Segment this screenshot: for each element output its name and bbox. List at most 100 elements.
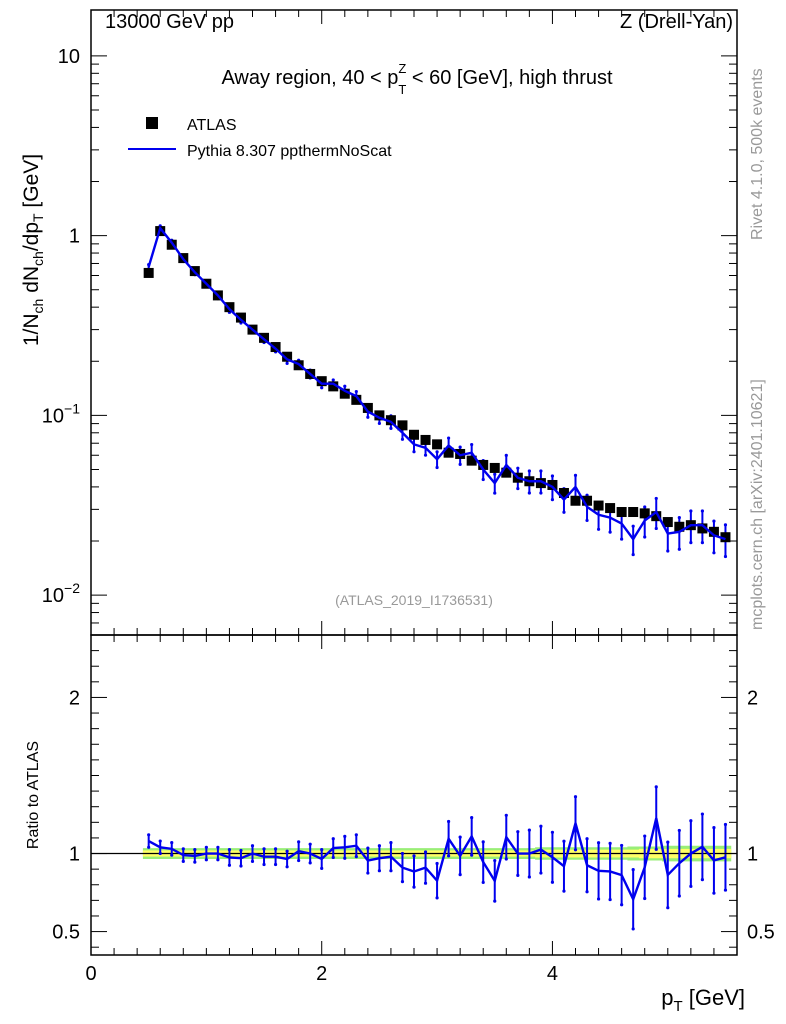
ratio-error-cap [527,828,531,832]
ratio-error-cap [608,897,612,902]
data-point [282,351,293,362]
ratio-error-cap [285,865,289,869]
mc-error-cap [435,450,439,454]
ratio-error-cap [689,884,693,888]
ratio-error-cap [596,897,601,901]
ratio-error-cap [550,880,555,884]
mc-error-cap [654,526,658,531]
mc-error-cap [550,474,555,478]
data-point [420,434,431,445]
data-point [535,478,546,489]
ratio-error-cap [585,837,589,841]
ratio-error-cap [700,812,704,816]
data-point [570,495,581,506]
ratio-error-cap [700,878,704,882]
ratio-frame [90,634,738,956]
ratio-error-cap [262,847,266,851]
ratio-error-cap [158,839,162,843]
ratio-error-cap [193,860,197,864]
mc-error-cap [458,445,462,449]
mc-error-cap [562,510,566,514]
x-axis-label: pT [GeV] [661,985,745,1015]
ratio-error-cap [689,819,693,823]
ratio-error-cap [585,890,589,894]
ratio-error-cap [227,848,232,852]
analysis-watermark: (ATLAS_2019_I1736531) [335,592,493,608]
ratio-error-cap [573,848,578,852]
y-tick-label: 10−1 [42,400,80,427]
mc-error-cap [654,496,658,501]
ratio-error-cap [620,843,624,848]
x-tick-label: 2 [316,963,327,985]
ratio-error-cap [412,854,416,858]
ratio-error-cap [423,881,428,885]
mc-error-cap [527,491,531,495]
ratio-y-tick-label-left: 0.5 [52,922,80,944]
ratio-error-cap [297,840,301,844]
data-point [582,495,593,506]
ratio-error-cap [712,826,716,830]
data-point [224,302,235,313]
mc-error-cap [504,453,508,457]
main-frame [90,9,738,636]
ratio-error-cap [516,830,520,834]
ratio-error-cap [273,862,278,867]
mc-error-cap [666,549,670,553]
mc-error-cap [596,527,601,531]
mc-error-cap [677,547,681,551]
data-point [235,312,246,323]
ratio-error-cap [677,828,681,833]
ratio-y-axis-label: Ratio to ATLAS [25,741,42,849]
mc-error-cap [677,515,681,520]
ratio-error-cap [262,862,266,867]
ratio-error-cap [493,899,497,903]
ratio-error-cap [620,903,624,907]
ratio-error-cap [377,844,381,848]
ratio-error-cap [308,842,312,846]
data-point [351,394,362,405]
ratio-error-cap [470,816,474,820]
data-point [409,429,419,440]
data-point [478,459,489,470]
ratio-error-cap [677,894,681,898]
ratio-error-cap [193,848,197,852]
mc-series-line [147,225,726,542]
ratio-error-cap [343,834,347,838]
mc-error-cap [712,551,716,555]
ratio-error-cap [320,848,324,852]
ratio-error-cap [354,833,358,837]
ratio-error-cap [366,871,370,875]
ratio-error-cap [504,813,508,817]
data-point [432,439,443,450]
data-point [720,532,731,543]
ratio-error-cap [550,830,555,834]
mc-error-cap [539,469,543,473]
ratio-error-cap [389,869,393,873]
ratio-error-cap [412,885,416,889]
ratio-error-cap [493,858,497,863]
ratio-error-cap [481,880,485,885]
ratio-error-cap [273,847,278,851]
mc-error-cap [608,530,612,534]
mc-error-cap [447,436,451,440]
data-point [674,521,685,532]
ratio-series-line [148,817,726,903]
ratio-error-cap [516,873,520,877]
ratio-error-cap [250,844,255,848]
ratio-error-cap [227,863,232,867]
ratio-error-cap [204,858,208,862]
ratio-error-cap [389,841,393,845]
mc-error-cap [435,465,439,470]
data-point [489,462,500,473]
mc-error-cap [689,540,693,545]
y-tick-label: 10 [58,46,80,68]
data-point [362,402,373,413]
mc-error-cap [423,453,428,457]
ratio-error-cap [158,851,162,856]
data-point [466,455,477,466]
mc-error-cap [516,486,520,491]
ratio-plot: 0 2 4 0.5 0.5 1 1 2 2 [52,634,775,985]
y-tick-label: 1 [69,226,80,248]
mc-error-cap [516,466,520,470]
